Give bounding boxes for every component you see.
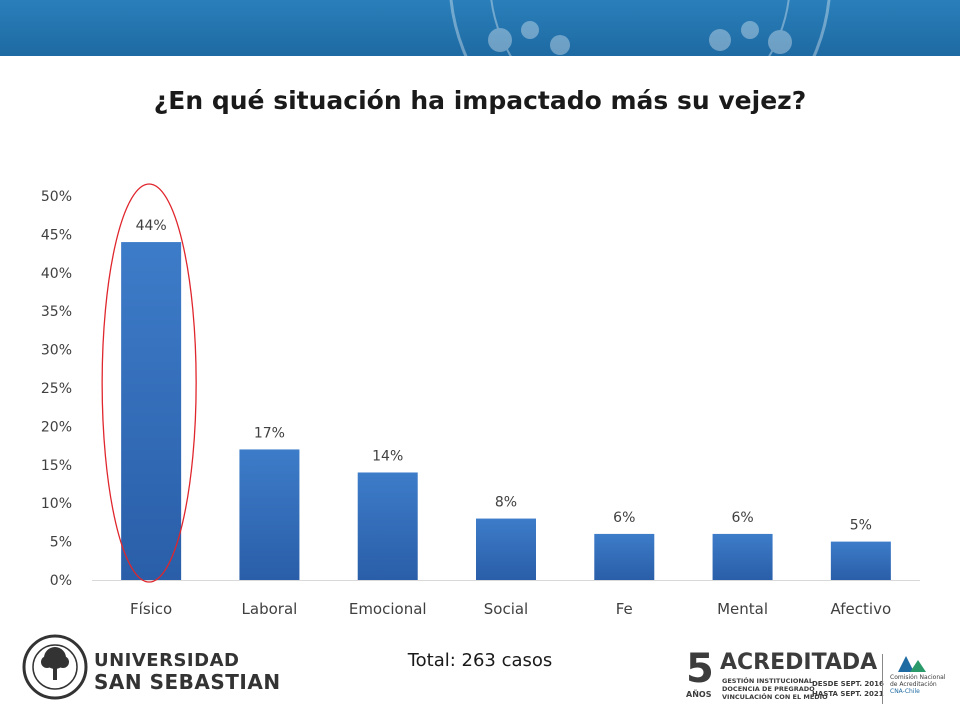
agency-name-line: Comisión Nacional [890,674,946,681]
y-axis-tick-labels: 0% 5% 10% 15% 20% 25% 30% 35% 40% 45% 50% [41,189,72,589]
banner-watermark-emblem [449,0,831,56]
top-banner [0,0,960,56]
category-label-3: Social [484,600,528,618]
data-label-6: 5% [850,518,872,534]
category-label-6: Afectivo [831,600,892,618]
bar-1 [239,449,300,580]
x-axis-category-labels: Físico Laboral Emocional Social Fe Mental Afec… [130,600,891,618]
accreditation-word: ACREDITADA [720,650,878,675]
y-tick-label: 20% [41,419,72,435]
data-label-3: 8% [495,495,517,511]
data-labels-group: 44% 17% 14% 8% 6% 6% 5% [136,218,872,534]
category-label-2: Emocional [349,600,427,618]
bar-2 [357,472,418,580]
category-label-0: Físico [130,600,172,618]
slide-title: ¿En qué situación ha impactado más su ve… [153,86,807,115]
badge-divider [882,654,883,704]
cna-chile-logo-icon [898,656,926,672]
accreditation-years-label: AÑOS [686,690,712,699]
accreditation-badge: 5 AÑOS ACREDITADA GESTIÓN INSTITUCIONAL … [686,646,946,708]
category-label-1: Laboral [242,600,298,618]
university-name-line-1: UNIVERSIDAD [94,650,240,671]
university-name-line-2: SAN SEBASTIAN [94,670,281,694]
university-seal-icon [22,634,88,700]
bar-4 [594,533,655,580]
agency-short-name: CNA-Chile [890,688,920,695]
accreditation-area: DOCENCIA DE PREGRADO [722,685,815,693]
category-label-4: Fe [616,600,633,618]
bar-6 [830,541,891,580]
bar-3 [476,518,536,580]
accreditation-end-date: HASTA SEPT. 2021 [812,690,884,698]
y-tick-label: 45% [41,227,72,243]
data-label-1: 17% [254,425,285,441]
bar-5 [712,533,773,580]
data-label-5: 6% [731,510,753,526]
y-tick-label: 50% [41,189,72,205]
y-tick-label: 25% [41,381,72,397]
accreditation-years-number: 5 [686,646,714,692]
y-tick-label: 15% [41,458,72,474]
data-label-2: 14% [372,448,403,464]
total-cases-note: Total: 263 casos [407,650,553,671]
universidad-san-sebastian-logo: UNIVERSIDAD SAN SEBASTIAN [22,634,280,706]
y-tick-label: 35% [41,304,72,320]
bars-group [121,242,891,580]
accreditation-area: GESTIÓN INSTITUCIONAL [722,677,813,685]
agency-name-line: de Acreditación [890,681,937,688]
category-label-5: Mental [717,600,768,618]
bar-0 [121,242,182,580]
accreditation-start-date: DESDE SEPT. 2016 [812,680,884,688]
y-tick-label: 0% [50,573,72,589]
data-label-0: 44% [136,218,167,234]
y-tick-label: 5% [50,535,72,551]
accreditation-area: VINCULACIÓN CON EL MEDIO [722,693,828,701]
highlight-ellipse [101,183,197,583]
y-tick-label: 30% [41,343,72,359]
y-tick-label: 10% [41,496,72,512]
data-label-4: 6% [613,510,635,526]
bar-chart: 0% 5% 10% 15% 20% 25% 30% 35% 40% 45% 50% 44% 17% 14… [41,183,920,618]
y-tick-label: 40% [41,266,72,282]
